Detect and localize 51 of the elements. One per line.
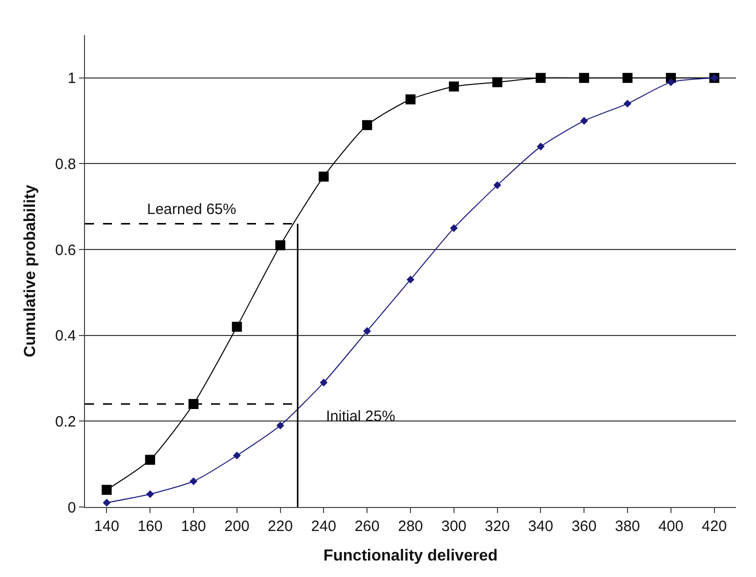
x-tick-label: 380 bbox=[614, 518, 640, 535]
x-tick-label: 320 bbox=[484, 518, 510, 535]
x-tick-label: 360 bbox=[572, 518, 597, 535]
x-tick-label: 240 bbox=[311, 518, 336, 535]
x-tick-label: 280 bbox=[398, 518, 424, 535]
y-axis-title: Cumulative probability bbox=[22, 184, 40, 358]
point bbox=[536, 72, 546, 83]
x-tick-label: 260 bbox=[354, 518, 380, 535]
point bbox=[320, 378, 328, 386]
point bbox=[276, 422, 284, 430]
point bbox=[102, 498, 111, 507]
point bbox=[318, 172, 329, 182]
point bbox=[232, 322, 242, 332]
point bbox=[667, 78, 675, 86]
point bbox=[275, 240, 286, 250]
x-axis-title: Functionality delivered bbox=[323, 548, 498, 565]
x-tick-label: 140 bbox=[94, 518, 120, 535]
y-tick-label: 1 bbox=[68, 70, 76, 88]
point bbox=[190, 477, 198, 486]
point bbox=[536, 142, 545, 150]
point bbox=[450, 224, 458, 232]
point bbox=[406, 94, 416, 104]
x-tick-label: 180 bbox=[180, 518, 206, 535]
point bbox=[580, 116, 588, 125]
point bbox=[188, 399, 198, 410]
x-tick-label: 420 bbox=[702, 518, 727, 535]
y-tick-label: 0.8 bbox=[55, 156, 76, 173]
point bbox=[102, 484, 112, 495]
point bbox=[363, 327, 371, 335]
y-tick-label: 0.2 bbox=[55, 413, 76, 430]
point bbox=[362, 120, 372, 130]
point bbox=[233, 452, 241, 460]
ref-line-label: Learned 65% bbox=[147, 201, 236, 218]
point bbox=[146, 490, 154, 498]
point bbox=[492, 77, 502, 88]
x-tick-label: 160 bbox=[138, 518, 163, 535]
point bbox=[493, 181, 502, 190]
point bbox=[624, 100, 632, 108]
point bbox=[406, 276, 414, 284]
point bbox=[448, 81, 459, 92]
y-tick-label: 0.4 bbox=[55, 328, 76, 345]
x-tick-label: 400 bbox=[658, 518, 684, 535]
point bbox=[145, 454, 156, 465]
point bbox=[579, 72, 590, 83]
x-tick-label: 340 bbox=[528, 518, 554, 535]
x-tick-label: 220 bbox=[268, 518, 293, 535]
y-tick-label: 0 bbox=[68, 499, 76, 516]
x-tick-label: 200 bbox=[224, 518, 250, 535]
x-tick-label: 300 bbox=[441, 518, 466, 535]
y-tick-label: 0.6 bbox=[55, 242, 76, 259]
point bbox=[622, 72, 632, 83]
